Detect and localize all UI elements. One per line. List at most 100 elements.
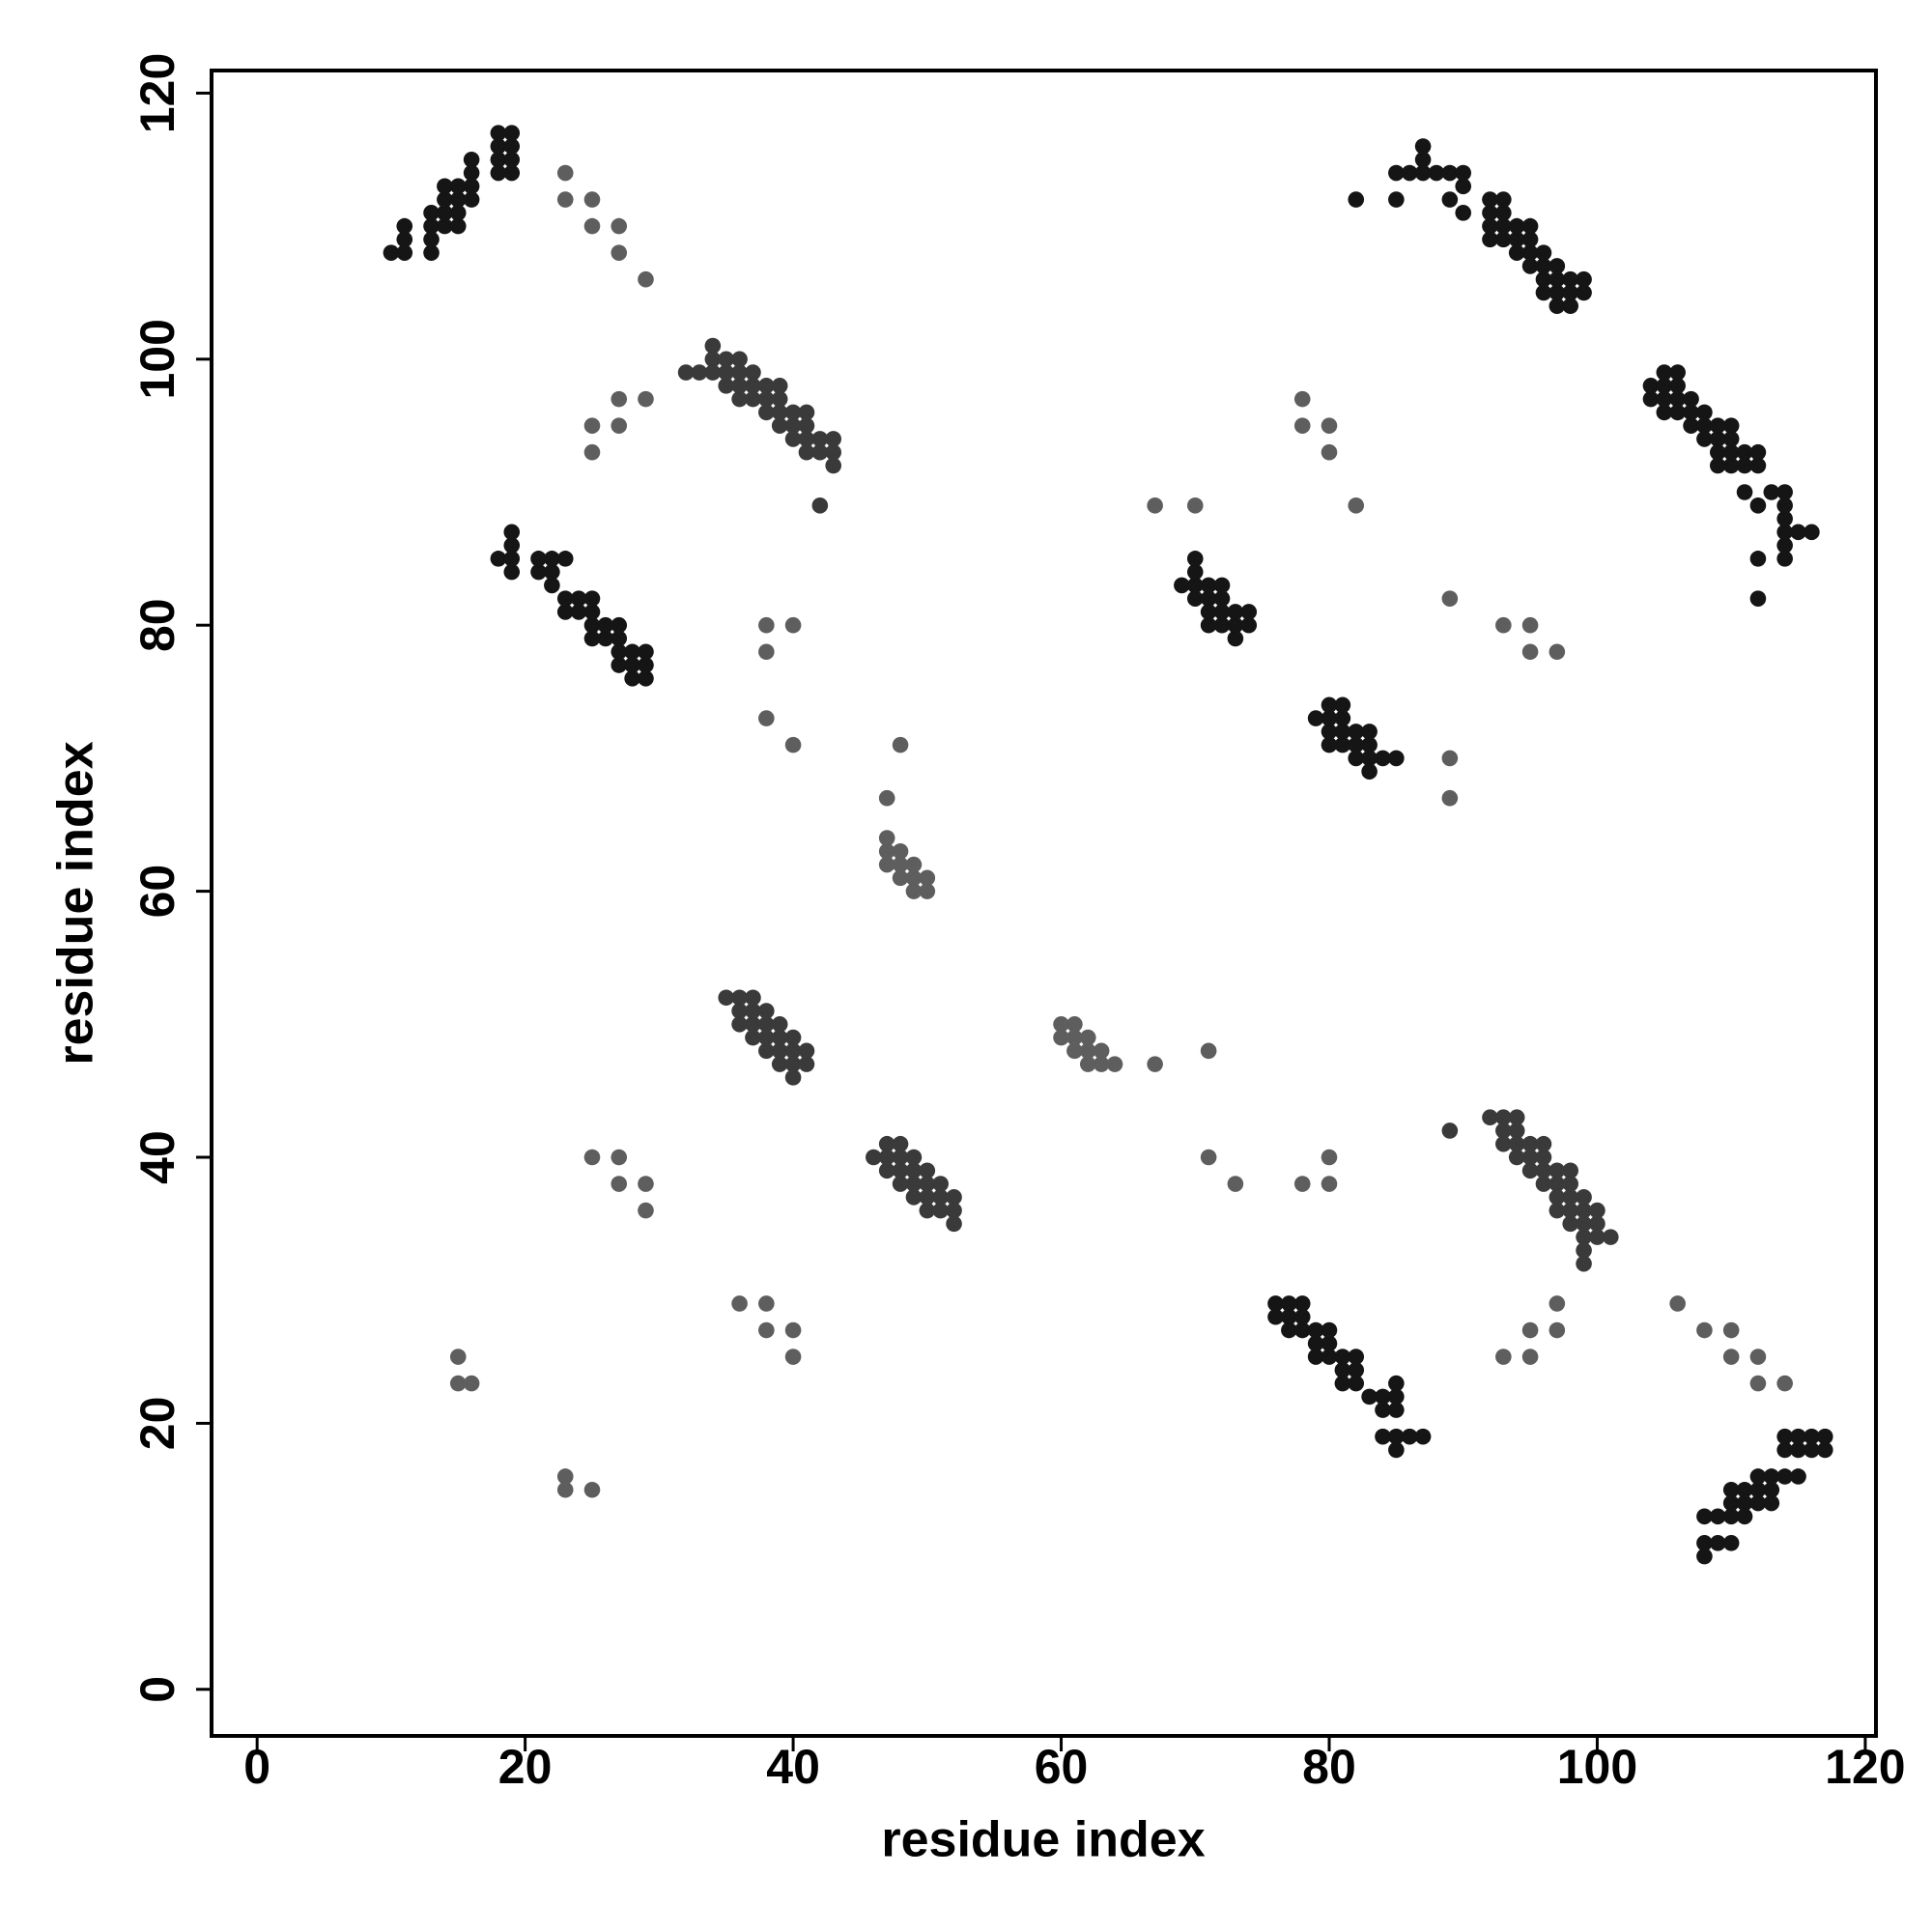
- point: [1361, 750, 1378, 767]
- point: [611, 417, 628, 434]
- point: [638, 270, 654, 288]
- point: [1414, 138, 1432, 155]
- point: [718, 351, 735, 368]
- point: [530, 563, 547, 581]
- point: [1576, 270, 1592, 288]
- point: [396, 244, 413, 261]
- point: [905, 883, 923, 899]
- point: [1548, 258, 1566, 274]
- point: [1696, 404, 1713, 421]
- point: [1147, 497, 1163, 514]
- point: [556, 191, 574, 208]
- point: [1388, 191, 1405, 208]
- point: [1321, 1335, 1338, 1352]
- point: [1722, 443, 1740, 461]
- point: [1521, 616, 1539, 634]
- point: [1334, 1375, 1351, 1392]
- point: [1763, 484, 1780, 500]
- point: [1669, 378, 1686, 394]
- point: [1321, 1321, 1338, 1339]
- point: [946, 1202, 962, 1219]
- point: [1804, 524, 1820, 541]
- point: [1548, 1162, 1566, 1179]
- point: [1683, 390, 1699, 408]
- point: [1321, 1176, 1338, 1192]
- point: [758, 1042, 775, 1060]
- point: [771, 417, 788, 434]
- point: [1562, 270, 1579, 288]
- y-tick-label: 120: [130, 53, 185, 133]
- point: [1053, 1029, 1069, 1046]
- point: [1776, 1428, 1793, 1445]
- point: [1508, 217, 1525, 235]
- point: [1079, 1042, 1096, 1060]
- point: [1696, 1548, 1713, 1565]
- point: [1749, 443, 1767, 461]
- x-axis-title: residue index: [881, 1812, 1205, 1868]
- point: [1361, 1388, 1378, 1406]
- x-tick-label: 0: [243, 1740, 270, 1794]
- point: [1576, 1255, 1592, 1272]
- point: [1562, 284, 1579, 301]
- point: [784, 1069, 802, 1086]
- point: [798, 417, 815, 434]
- point: [583, 604, 601, 620]
- point: [638, 1202, 654, 1219]
- point: [784, 1042, 802, 1060]
- point: [1669, 364, 1686, 381]
- point: [611, 390, 628, 408]
- point: [919, 1189, 936, 1206]
- point: [1079, 1056, 1096, 1072]
- point: [1722, 1508, 1740, 1525]
- point: [1348, 1375, 1365, 1392]
- point: [1521, 231, 1539, 248]
- point: [784, 431, 802, 447]
- point: [1535, 270, 1552, 288]
- point: [1521, 244, 1539, 261]
- point: [503, 151, 521, 168]
- point: [1240, 604, 1258, 620]
- point: [892, 1135, 909, 1152]
- point: [1495, 205, 1512, 221]
- point: [878, 830, 895, 846]
- point: [1321, 1349, 1338, 1365]
- point: [1227, 1176, 1244, 1192]
- point: [1521, 1349, 1539, 1365]
- point: [1576, 284, 1592, 301]
- point: [1307, 710, 1324, 726]
- point: [1776, 484, 1793, 500]
- point: [1508, 1122, 1525, 1139]
- point: [1455, 164, 1472, 182]
- point: [624, 669, 640, 687]
- point: [784, 1056, 802, 1072]
- point: [718, 378, 735, 394]
- point: [611, 244, 628, 261]
- point: [638, 643, 654, 661]
- point: [1334, 724, 1351, 740]
- point: [1293, 1308, 1311, 1325]
- point: [1722, 1349, 1740, 1365]
- point: [1521, 643, 1539, 661]
- point: [905, 1149, 923, 1166]
- point: [784, 404, 802, 421]
- point: [878, 1149, 895, 1166]
- point: [583, 191, 601, 208]
- point: [771, 1016, 788, 1033]
- point: [892, 1162, 909, 1179]
- point: [1375, 1428, 1391, 1445]
- point: [1066, 1016, 1083, 1033]
- point: [798, 1042, 815, 1060]
- point: [1388, 1428, 1405, 1445]
- point: [731, 1016, 748, 1033]
- point: [583, 590, 601, 607]
- point: [1321, 710, 1338, 726]
- point: [1562, 1176, 1579, 1192]
- point: [490, 151, 507, 168]
- y-tick-label: 60: [130, 865, 185, 919]
- point: [731, 378, 748, 394]
- point-series: [449, 164, 1793, 1498]
- point: [731, 351, 748, 368]
- point: [905, 856, 923, 873]
- plot-frame: [210, 69, 1878, 1738]
- point: [638, 669, 654, 687]
